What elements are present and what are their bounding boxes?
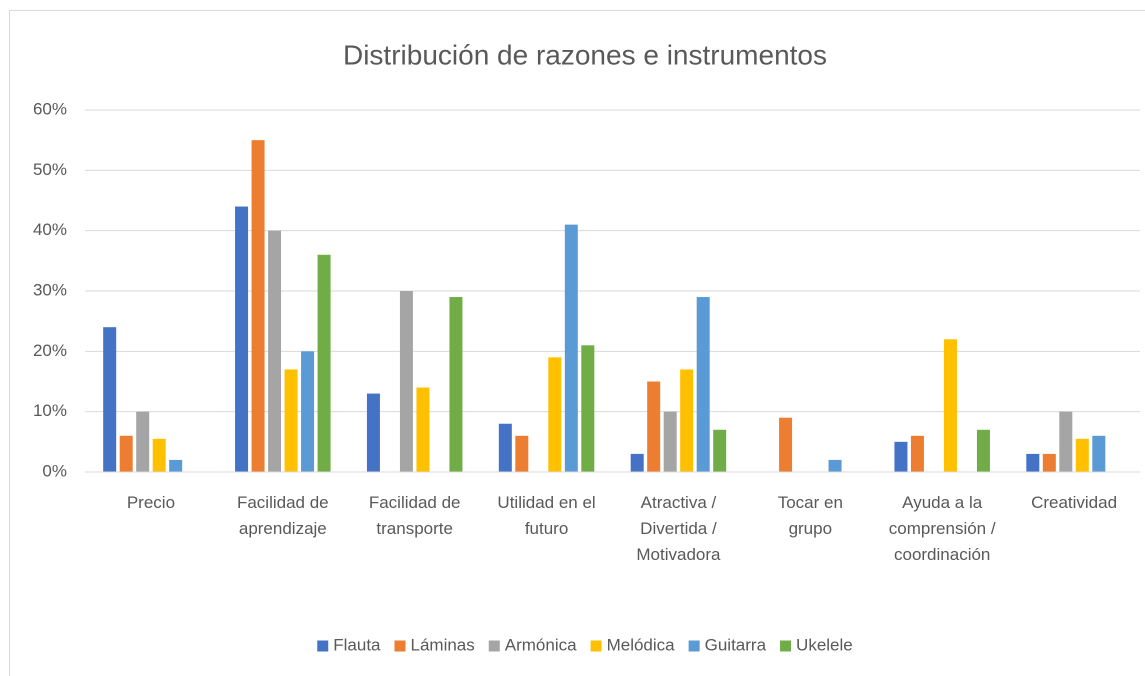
- x-tick-label: Creatividad: [1031, 493, 1117, 512]
- bar: [828, 459, 842, 472]
- legend-label: Armónica: [505, 635, 577, 654]
- bar: [449, 297, 463, 472]
- bar: [548, 357, 562, 472]
- legend-label: Melódica: [607, 635, 676, 654]
- y-tick-label: 50%: [33, 160, 67, 179]
- legend-swatch: [780, 640, 792, 652]
- legend-swatch: [317, 640, 329, 652]
- bar: [1026, 453, 1040, 472]
- bar: [416, 387, 430, 472]
- y-tick-label: 20%: [33, 341, 67, 360]
- bar: [251, 140, 265, 472]
- x-tick-label: Atractiva / Divertida / Motivadora: [636, 493, 721, 564]
- bar: [647, 381, 661, 472]
- bar: [235, 206, 249, 473]
- x-tick-label: Utilidad en el futuro: [497, 493, 595, 538]
- y-tick-label: 10%: [33, 401, 67, 420]
- y-tick-label: 60%: [33, 99, 67, 118]
- bar: [713, 429, 727, 472]
- legend-swatch: [590, 640, 602, 652]
- bar: [1042, 453, 1056, 472]
- bar: [894, 441, 908, 472]
- bar: [680, 369, 694, 472]
- bar: [515, 435, 529, 472]
- x-tick-label: Precio: [127, 493, 175, 512]
- legend-label: Ukelele: [796, 635, 853, 654]
- bar: [1092, 435, 1106, 472]
- bar: [910, 435, 924, 472]
- bar: [284, 369, 298, 472]
- bar: [366, 393, 380, 472]
- x-tick-label: Ayuda a la comprensión / coordinación: [889, 493, 996, 564]
- bar: [581, 345, 595, 472]
- bar: [498, 423, 512, 472]
- x-tick-label: Facilidad de aprendizaje: [237, 493, 329, 538]
- y-tick-label: 30%: [33, 280, 67, 299]
- x-tick-label: Tocar en grupo: [778, 493, 843, 538]
- bar: [779, 417, 793, 472]
- bar: [1059, 411, 1073, 472]
- bar: [103, 327, 117, 472]
- bar: [169, 459, 183, 472]
- bar: [1075, 438, 1089, 472]
- legend-label: Láminas: [411, 635, 475, 654]
- legend-label: Flauta: [333, 635, 381, 654]
- legend-swatch: [394, 640, 406, 652]
- legend-swatch: [688, 640, 700, 652]
- bar: [630, 453, 644, 472]
- bar: [943, 339, 957, 472]
- legend-swatch: [488, 640, 500, 652]
- bar: [696, 297, 710, 472]
- bar: [663, 411, 677, 472]
- bar: [268, 230, 282, 472]
- y-tick-label: 40%: [33, 220, 67, 239]
- bar: [152, 438, 166, 472]
- bar: [301, 351, 315, 472]
- legend-label: Guitarra: [705, 635, 767, 654]
- bar: [399, 291, 413, 472]
- bar: [317, 254, 331, 472]
- bar: [136, 411, 150, 472]
- bar: [119, 435, 133, 472]
- chart-title: Distribución de razones e instrumentos: [343, 39, 827, 70]
- bar: [976, 429, 990, 472]
- x-tick-label: Facilidad de transporte: [369, 493, 461, 538]
- bar: [564, 224, 578, 472]
- y-tick-label: 0%: [42, 461, 67, 480]
